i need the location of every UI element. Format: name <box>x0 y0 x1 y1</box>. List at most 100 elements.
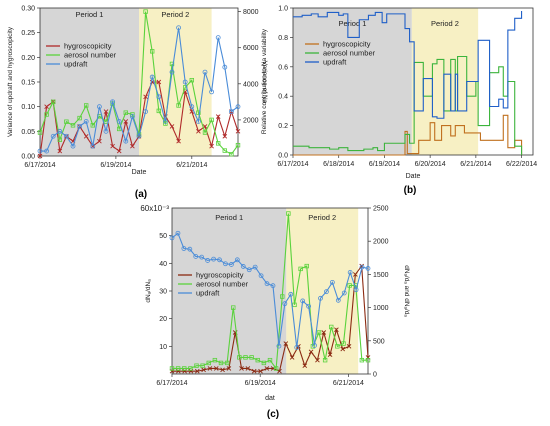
data-point <box>245 366 251 371</box>
data-point <box>202 69 208 75</box>
data-point <box>252 264 258 270</box>
x-tick-label: 6/18/2014 <box>323 161 354 168</box>
data-point <box>288 291 294 297</box>
data-point <box>321 330 327 335</box>
data-point <box>315 357 320 363</box>
legend-label-2: aerosol number <box>196 280 249 289</box>
data-point <box>162 119 168 124</box>
data-point <box>181 246 187 251</box>
y-scale-label: 60x10⁻³ <box>140 204 169 213</box>
data-point <box>209 89 215 95</box>
data-point <box>223 261 228 267</box>
data-point <box>228 109 234 114</box>
data-point <box>264 281 270 287</box>
y-axis-label: Relative contribution to Na variability <box>261 28 268 134</box>
data-point <box>64 133 69 139</box>
data-point <box>246 267 252 273</box>
data-point <box>282 301 288 307</box>
y-tick-label: 0.25 <box>21 30 35 37</box>
data-point <box>103 128 109 134</box>
chart-panel-b: Period 1 Period 2 6/17/2014 6/18/2014 6/19/2… <box>261 6 537 197</box>
data-point <box>156 108 161 114</box>
y-tick-label: 0.30 <box>21 6 35 13</box>
panel-label: (a) <box>135 189 147 200</box>
data-point <box>156 94 162 100</box>
data-point <box>312 343 317 348</box>
data-point <box>318 295 323 301</box>
y-tick-label: 0.15 <box>21 80 35 87</box>
data-point <box>239 366 244 371</box>
data-point <box>110 143 115 149</box>
data-point <box>189 104 195 110</box>
data-point <box>286 211 291 216</box>
legend-label-1: hygroscopicity <box>323 40 371 49</box>
y-tick-label: 50 <box>159 233 167 240</box>
legend-label-2: aerosol number <box>323 49 376 58</box>
data-point <box>50 133 56 139</box>
y-right-tick-label: 1000 <box>373 305 389 312</box>
data-point <box>341 341 346 346</box>
y-tick-label: 10 <box>159 344 167 351</box>
data-point <box>228 262 234 267</box>
data-point <box>193 254 199 259</box>
data-point <box>306 303 312 309</box>
x-tick-label: 6/19/2014 <box>369 161 400 168</box>
data-point <box>347 270 353 275</box>
data-point <box>289 355 295 360</box>
data-point <box>44 104 49 109</box>
data-point <box>327 352 333 357</box>
period-label-1: Period 1 <box>338 19 366 28</box>
series-line-2 <box>293 55 523 155</box>
data-point <box>220 367 225 373</box>
data-point <box>231 305 236 310</box>
y-right-tick-label: 2000 <box>243 117 259 124</box>
data-point <box>235 104 241 110</box>
data-point <box>176 25 182 31</box>
y-right-tick-label: 1500 <box>373 272 389 279</box>
y-axis-label: dNₐ/dNₐ <box>145 279 152 303</box>
data-point <box>267 357 273 363</box>
y-tick-label: 0.4 <box>278 94 288 101</box>
data-point <box>149 74 155 80</box>
data-point <box>308 349 314 355</box>
data-point <box>169 124 175 129</box>
data-point <box>201 367 206 373</box>
data-point <box>255 357 260 363</box>
data-point <box>341 290 347 296</box>
data-point <box>365 266 371 271</box>
data-point <box>359 264 365 270</box>
data-point <box>44 112 49 117</box>
y-tick-label: 0.10 <box>21 104 35 111</box>
data-point <box>207 366 213 371</box>
data-point <box>110 99 115 105</box>
data-point <box>209 143 214 149</box>
series-line-3 <box>293 10 523 119</box>
legend-label-3: updraft <box>196 289 220 298</box>
y-tick-label: 20 <box>159 316 167 323</box>
legend-label-1: hygroscopicity <box>196 271 244 280</box>
data-point <box>215 141 221 146</box>
y-tick-label: 0.2 <box>278 123 288 130</box>
y-axis-label: Variance of updraft and hygroscopicity <box>7 26 14 137</box>
y-right-tick-label: 0 <box>373 372 377 379</box>
x-tick-label: 6/17/2014 <box>277 161 308 168</box>
data-point <box>123 110 128 115</box>
y-tick-label: 0.6 <box>278 64 288 71</box>
data-point <box>283 341 289 346</box>
data-point <box>212 357 218 363</box>
data-point <box>217 257 222 263</box>
legend-label-1: hygroscopicity <box>64 42 112 51</box>
data-point <box>143 109 149 114</box>
data-point <box>169 366 175 371</box>
data-point <box>215 114 221 119</box>
data-point <box>169 69 175 75</box>
plot-frame <box>292 7 534 156</box>
data-point <box>324 289 329 295</box>
data-point <box>175 230 181 236</box>
data-point <box>322 357 328 363</box>
data-point <box>211 256 216 262</box>
series-line-3 <box>171 232 369 348</box>
legend-label-3: updraft <box>323 58 347 67</box>
data-point <box>335 297 341 303</box>
data-point <box>202 130 208 135</box>
